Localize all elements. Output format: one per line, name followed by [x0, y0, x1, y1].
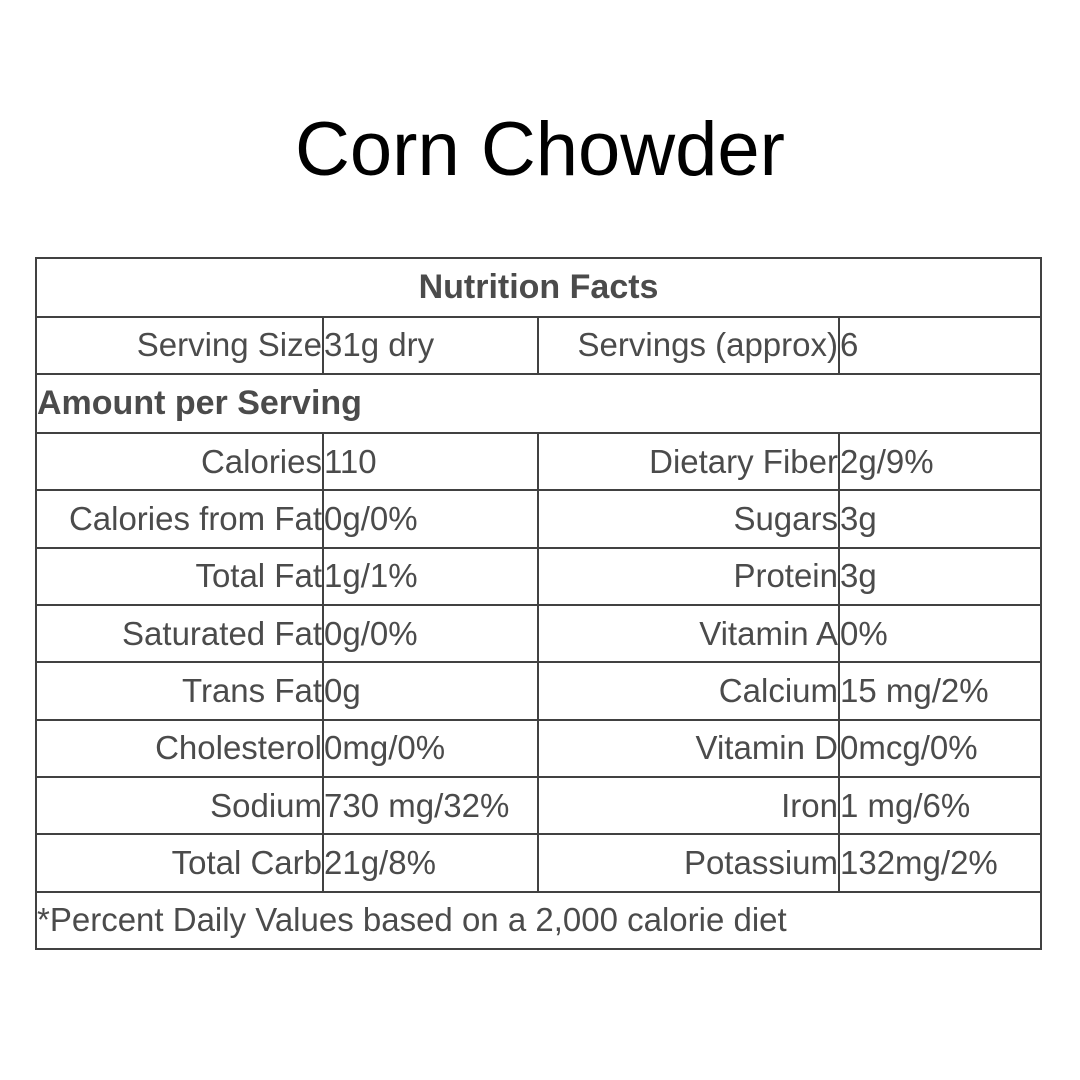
calories-label: Calories	[35, 431, 324, 492]
saturated-fat-value: 0g/0%	[322, 603, 539, 664]
servings-approx-label: Servings (approx)	[537, 315, 840, 376]
table-row: Sodium 730 mg/32% Iron 1 mg/6%	[35, 775, 1043, 836]
total-carb-value: 21g/8%	[322, 833, 539, 893]
trans-fat-label: Trans Fat	[35, 661, 324, 721]
dietary-fiber-value: 2g/9%	[837, 431, 1043, 492]
total-fat-value: 1g/1%	[322, 546, 539, 606]
cholesterol-value: 0mg/0%	[322, 718, 539, 778]
potassium-value: 132mg/2%	[837, 833, 1043, 893]
saturated-fat-label: Saturated Fat	[35, 603, 324, 664]
protein-value: 3g	[837, 546, 1043, 606]
section-header-row: Amount per Serving	[34, 373, 1043, 434]
vitamin-a-label: Vitamin A	[537, 603, 840, 664]
calcium-label: Calcium	[537, 661, 840, 721]
serving-row: Serving Size 31g dry Servings (approx) 6	[35, 315, 1043, 376]
table-row: Calories 110 Dietary Fiber 2g/9%	[35, 431, 1043, 492]
potassium-label: Potassium	[537, 833, 840, 893]
nutrition-facts-header: Nutrition Facts	[34, 257, 1043, 318]
sugars-label: Sugars	[537, 489, 840, 549]
table-row: Cholesterol 0mg/0% Vitamin D 0mcg/0%	[35, 718, 1043, 778]
vitamin-d-value: 0mcg/0%	[837, 718, 1043, 778]
total-fat-label: Total Fat	[35, 546, 324, 606]
serving-size-label: Serving Size	[35, 315, 324, 376]
table-row: Saturated Fat 0g/0% Vitamin A 0%	[35, 603, 1043, 664]
table-row: Trans Fat 0g Calcium 15 mg/2%	[35, 661, 1043, 721]
sodium-label: Sodium	[35, 775, 324, 836]
page-title: Corn Chowder	[295, 107, 785, 192]
cholesterol-label: Cholesterol	[35, 718, 324, 778]
iron-value: 1 mg/6%	[837, 775, 1043, 836]
table-row: Total Carb 21g/8% Potassium 132mg/2%	[35, 833, 1043, 893]
trans-fat-value: 0g	[322, 661, 539, 721]
footnote-row: *Percent Daily Values based on a 2,000 c…	[34, 890, 1043, 951]
table-row: Total Fat 1g/1% Protein 3g	[35, 546, 1043, 606]
nutrition-facts-table: Nutrition Facts Serving Size 31g dry Ser…	[34, 257, 1043, 951]
iron-label: Iron	[537, 775, 840, 836]
calcium-value: 15 mg/2%	[837, 661, 1043, 721]
amount-per-serving-header: Amount per Serving	[34, 373, 1043, 434]
daily-values-footnote: *Percent Daily Values based on a 2,000 c…	[34, 890, 1043, 951]
servings-approx-value: 6	[837, 315, 1043, 376]
vitamin-d-label: Vitamin D	[537, 718, 840, 778]
table-header-row: Nutrition Facts	[34, 257, 1043, 318]
sodium-value: 730 mg/32%	[322, 775, 539, 836]
calories-value: 110	[322, 431, 539, 492]
table-row: Calories from Fat 0g/0% Sugars 3g	[35, 489, 1043, 549]
total-carb-label: Total Carb	[35, 833, 324, 893]
calories-from-fat-label: Calories from Fat	[35, 489, 324, 549]
dietary-fiber-label: Dietary Fiber	[537, 431, 840, 492]
calories-from-fat-value: 0g/0%	[322, 489, 539, 549]
vitamin-a-value: 0%	[837, 603, 1043, 664]
protein-label: Protein	[537, 546, 840, 606]
sugars-value: 3g	[837, 489, 1043, 549]
serving-size-value: 31g dry	[322, 315, 539, 376]
